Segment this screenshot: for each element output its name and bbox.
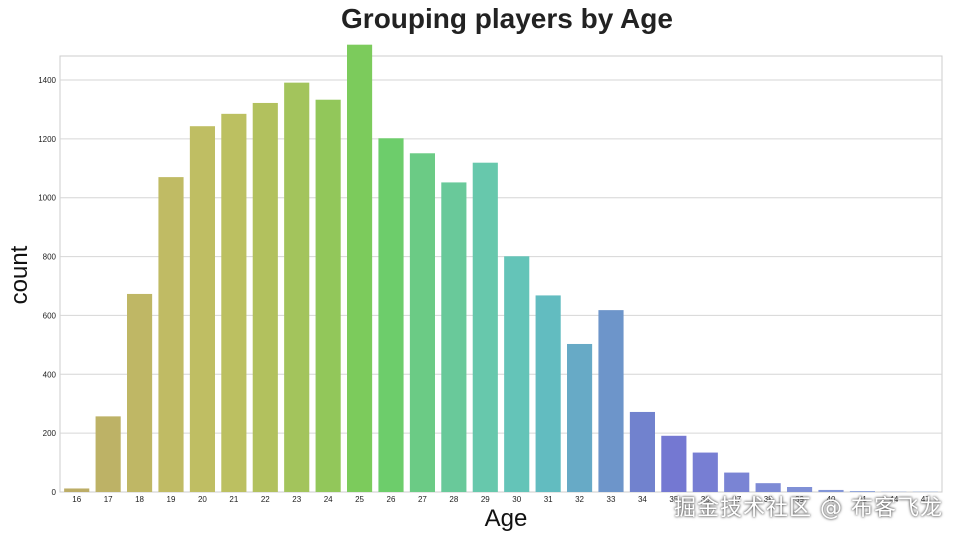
bar-age-30 bbox=[504, 256, 530, 492]
y-tick-label: 400 bbox=[43, 370, 57, 379]
bar-age-27 bbox=[409, 153, 435, 492]
plot-area bbox=[59, 55, 943, 493]
x-tick-label: 16 bbox=[72, 495, 81, 504]
x-tick-label: 18 bbox=[135, 495, 144, 504]
bar-age-26 bbox=[378, 138, 404, 493]
bar-age-31 bbox=[535, 295, 561, 492]
bars bbox=[64, 44, 938, 493]
bar-age-39 bbox=[787, 486, 813, 492]
x-tick-label: 34 bbox=[638, 495, 647, 504]
x-tick-label: 40 bbox=[827, 495, 836, 504]
bar-age-28 bbox=[441, 182, 467, 492]
bar-age-20 bbox=[189, 126, 215, 493]
y-axis-label: count bbox=[6, 245, 33, 304]
x-tick-labels: 16 17 18 19 20 21 22 23 24 25 26 27 28 29 30 31 32 33 34 35… bbox=[72, 495, 930, 504]
watermark-text: 掘金技术社区 @ 布客飞龙 bbox=[674, 496, 943, 521]
bar-age-18 bbox=[127, 293, 153, 492]
x-tick-label: 35 bbox=[669, 495, 678, 504]
x-axis-label: Age bbox=[485, 505, 528, 532]
bar-age-35 bbox=[661, 435, 687, 492]
x-tick-label: 28 bbox=[449, 495, 458, 504]
bar-age-22 bbox=[252, 102, 278, 492]
bar-age-34 bbox=[629, 411, 655, 492]
x-tick-label: 32 bbox=[575, 495, 584, 504]
x-tick-label: 44 bbox=[889, 495, 898, 504]
x-tick-label: 29 bbox=[481, 495, 490, 504]
bar-age-19 bbox=[158, 177, 184, 492]
y-tick-label: 200 bbox=[43, 429, 57, 438]
x-tick-label: 20 bbox=[198, 495, 207, 504]
x-tick-label: 37 bbox=[732, 495, 741, 504]
y-tick-label: 1200 bbox=[38, 135, 56, 144]
x-tick-label: 24 bbox=[324, 495, 333, 504]
x-tick-label: 31 bbox=[544, 495, 553, 504]
x-tick-label: 38 bbox=[764, 495, 773, 504]
y-tick-label: 600 bbox=[43, 311, 57, 320]
y-tick-labels: 0 200 400 600 800 1000 1200 1400 bbox=[38, 76, 56, 497]
bar-age-23 bbox=[284, 82, 310, 493]
y-tick-label: 1400 bbox=[38, 76, 56, 85]
y-tick-label: 800 bbox=[43, 253, 57, 262]
bar-age-33 bbox=[598, 310, 624, 492]
x-tick-label: 17 bbox=[104, 495, 113, 504]
x-tick-label: 26 bbox=[387, 495, 396, 504]
x-tick-label: 41 bbox=[858, 495, 867, 504]
x-tick-label: 39 bbox=[795, 495, 804, 504]
bar-age-21 bbox=[221, 113, 247, 492]
x-tick-label: 47 bbox=[921, 495, 930, 504]
x-tick-label: 36 bbox=[701, 495, 710, 504]
x-tick-label: 21 bbox=[229, 495, 238, 504]
bar-age-36 bbox=[692, 452, 718, 492]
y-tick-label: 1000 bbox=[38, 194, 56, 203]
bar-age-16 bbox=[64, 488, 90, 492]
y-tick-label: 0 bbox=[52, 488, 57, 497]
chart-title: Grouping players by Age bbox=[341, 3, 673, 34]
bar-age-17 bbox=[95, 416, 121, 492]
bar-age-41 bbox=[849, 491, 875, 492]
bar-age-29 bbox=[472, 162, 498, 493]
bar-age-32 bbox=[567, 343, 593, 492]
x-tick-label: 30 bbox=[512, 495, 521, 504]
x-tick-label: 22 bbox=[261, 495, 270, 504]
x-tick-label: 27 bbox=[418, 495, 427, 504]
bar-age-38 bbox=[755, 483, 781, 492]
bar-age-25 bbox=[347, 44, 373, 492]
x-tick-label: 33 bbox=[607, 495, 616, 504]
bar-age-37 bbox=[724, 472, 750, 492]
x-tick-label: 25 bbox=[355, 495, 364, 504]
x-tick-label: 19 bbox=[167, 495, 176, 504]
x-tick-label: 23 bbox=[292, 495, 301, 504]
bar-age-24 bbox=[315, 99, 341, 493]
bar-age-40 bbox=[818, 489, 844, 492]
